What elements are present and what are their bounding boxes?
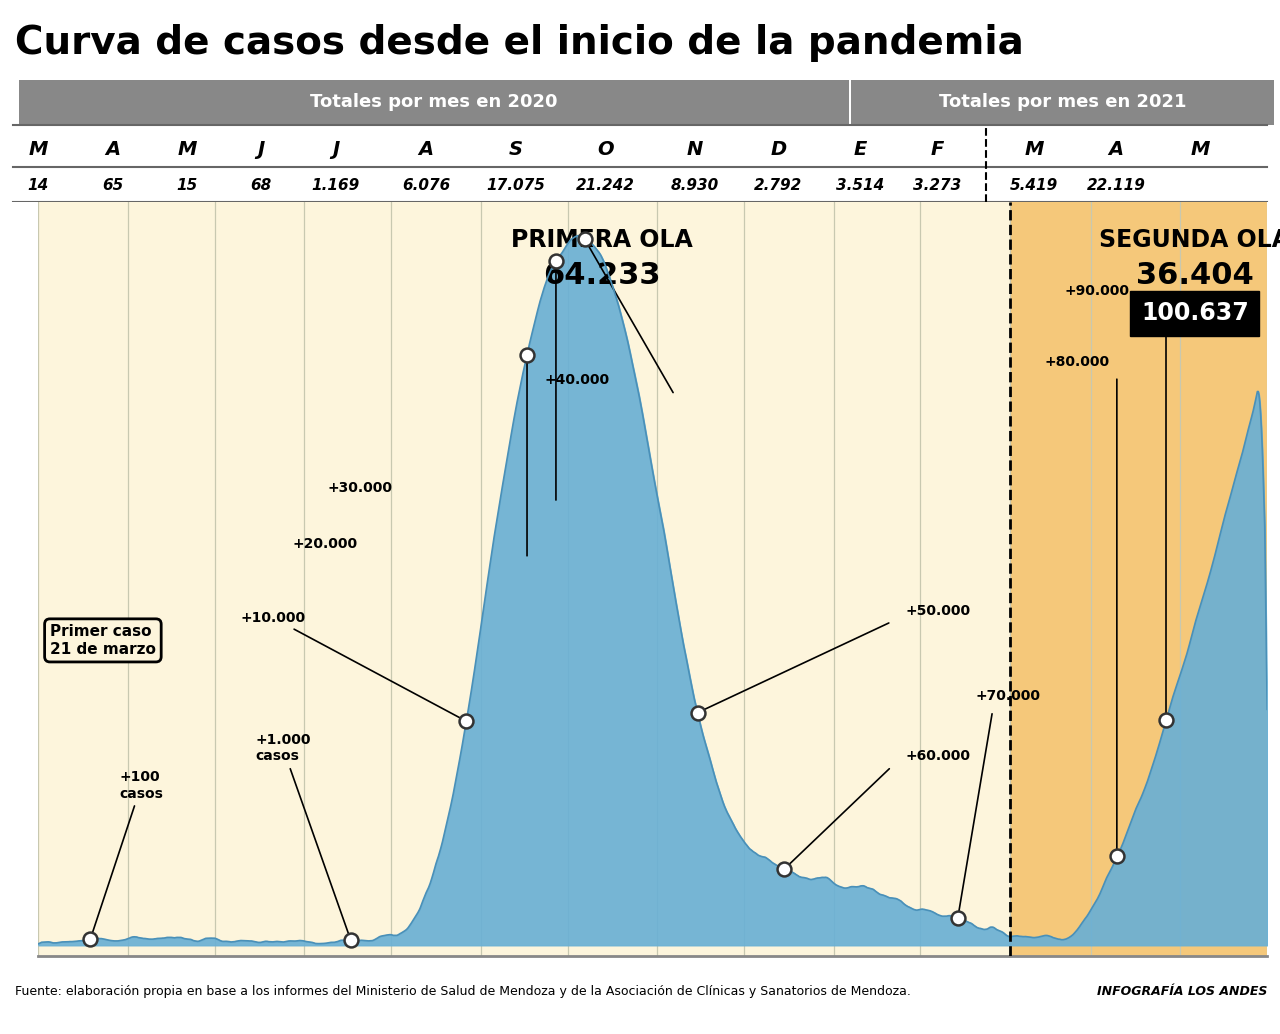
Text: Curva de casos desde el inicio de la pandemia: Curva de casos desde el inicio de la pan… [15, 24, 1024, 62]
Text: +50.000: +50.000 [906, 604, 972, 617]
Text: 2.792: 2.792 [754, 178, 803, 193]
Text: M: M [177, 140, 197, 159]
Text: INFOGRAFÍA LOS ANDES: INFOGRAFÍA LOS ANDES [1097, 984, 1267, 998]
Text: N: N [687, 140, 703, 159]
Text: 100.637: 100.637 [1140, 301, 1249, 325]
Text: J: J [332, 140, 339, 159]
Text: 3.514: 3.514 [836, 178, 884, 193]
Text: Fuente: elaboración propia en base a los informes del Ministerio de Salud de Men: Fuente: elaboración propia en base a los… [15, 984, 911, 998]
Text: 22.119: 22.119 [1087, 178, 1146, 193]
Text: PRIMERA OLA: PRIMERA OLA [511, 227, 692, 251]
Text: Totales por mes en 2021: Totales por mes en 2021 [938, 93, 1187, 112]
Text: O: O [598, 140, 613, 159]
Text: 15: 15 [177, 178, 197, 193]
Bar [19, 80, 849, 125]
Text: A: A [1108, 140, 1124, 159]
Text: +20.000: +20.000 [293, 537, 358, 551]
Text: 3.273: 3.273 [913, 178, 961, 193]
Text: M: M [1024, 140, 1044, 159]
Text: M: M [28, 140, 49, 159]
Text: +100
casos: +100 casos [91, 770, 164, 936]
Text: 68: 68 [251, 178, 271, 193]
Text: D: D [771, 140, 786, 159]
Text: 65: 65 [102, 178, 123, 193]
Text: +60.000: +60.000 [906, 749, 970, 763]
Text: F: F [931, 140, 943, 159]
Text: 5.419: 5.419 [1010, 178, 1059, 193]
Text: 17.075: 17.075 [486, 178, 545, 193]
Text: SEGUNDA OLA: SEGUNDA OLA [1100, 227, 1280, 251]
Text: M: M [1190, 140, 1211, 159]
Text: +1.000
casos: +1.000 casos [255, 733, 349, 937]
Text: 6.076: 6.076 [402, 178, 451, 193]
Text: A: A [419, 140, 434, 159]
Text: Totales por mes en 2020: Totales por mes en 2020 [310, 93, 558, 112]
Text: E: E [854, 140, 867, 159]
Text: 36.404: 36.404 [1137, 262, 1254, 291]
Text: +40.000: +40.000 [544, 373, 609, 387]
Text: +70.000: +70.000 [975, 690, 1041, 703]
Text: A: A [105, 140, 120, 159]
Text: 1.169: 1.169 [311, 178, 360, 193]
Text: 14: 14 [28, 178, 49, 193]
Text: S: S [509, 140, 522, 159]
Text: 64.233: 64.233 [544, 262, 660, 291]
Text: +90.000: +90.000 [1065, 284, 1130, 298]
Text: +80.000: +80.000 [1044, 355, 1110, 368]
Text: 21.242: 21.242 [576, 178, 635, 193]
Bar [851, 80, 1274, 125]
Text: 8.930: 8.930 [671, 178, 719, 193]
Text: J: J [257, 140, 265, 159]
Text: +30.000: +30.000 [328, 481, 393, 495]
Text: Primer caso
21 de marzo: Primer caso 21 de marzo [50, 625, 156, 657]
Text: +10.000: +10.000 [241, 611, 463, 720]
Bar [1010, 202, 1267, 956]
